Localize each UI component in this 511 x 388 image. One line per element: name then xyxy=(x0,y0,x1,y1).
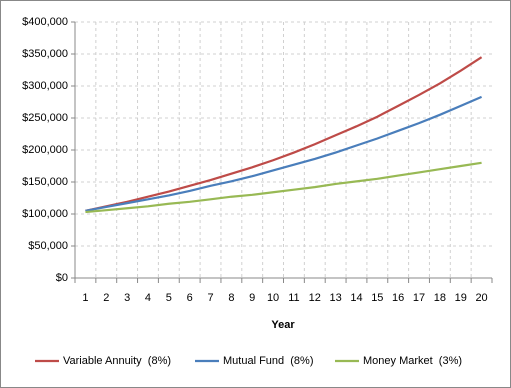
y-tick-label: $150,000 xyxy=(22,176,68,188)
y-tick-label: $200,000 xyxy=(22,144,68,156)
x-tick-label: 1 xyxy=(82,292,88,304)
legend-label: Variable Annuity (8%) xyxy=(63,355,171,367)
x-tick-label: 6 xyxy=(187,292,193,304)
x-tick-label: 2 xyxy=(103,292,109,304)
x-tick-label: 15 xyxy=(371,292,383,304)
series-line xyxy=(85,95,483,212)
x-tick-label: 18 xyxy=(434,292,446,304)
legend-label: Money Market (3%) xyxy=(363,355,462,367)
y-tick-label: $400,000 xyxy=(22,16,68,28)
x-tick-label: 12 xyxy=(309,292,321,304)
x-tick-label: 19 xyxy=(455,292,467,304)
y-tick-label: $0 xyxy=(56,272,68,284)
x-tick-label: 4 xyxy=(145,292,151,304)
x-tick-label: 10 xyxy=(267,292,279,304)
x-tick-label: 17 xyxy=(413,292,425,304)
x-tick-label: 16 xyxy=(392,292,404,304)
x-tick-label: 9 xyxy=(249,292,255,304)
x-axis-label: Year xyxy=(271,319,295,331)
y-tick-label: $300,000 xyxy=(22,80,68,92)
x-tick-label: 3 xyxy=(124,292,130,304)
x-tick-label: 5 xyxy=(166,292,172,304)
x-tick-label: 20 xyxy=(475,292,487,304)
series-line xyxy=(85,56,483,212)
x-tick-label: 13 xyxy=(330,292,342,304)
y-tick-label: $100,000 xyxy=(22,208,68,220)
y-tick-label: $350,000 xyxy=(22,48,68,60)
legend-label: Mutual Fund (8%) xyxy=(223,355,313,367)
x-tick-label: 14 xyxy=(350,292,362,304)
x-tick-label: 8 xyxy=(228,292,234,304)
y-tick-label: $250,000 xyxy=(22,112,68,124)
y-tick-label: $50,000 xyxy=(28,240,68,252)
x-tick-label: 11 xyxy=(288,292,299,304)
legend: Variable Annuity (8%) Mutual Fund (8%) Mon… xyxy=(35,355,462,367)
series-line xyxy=(85,161,482,214)
x-tick-label: 7 xyxy=(207,292,213,304)
